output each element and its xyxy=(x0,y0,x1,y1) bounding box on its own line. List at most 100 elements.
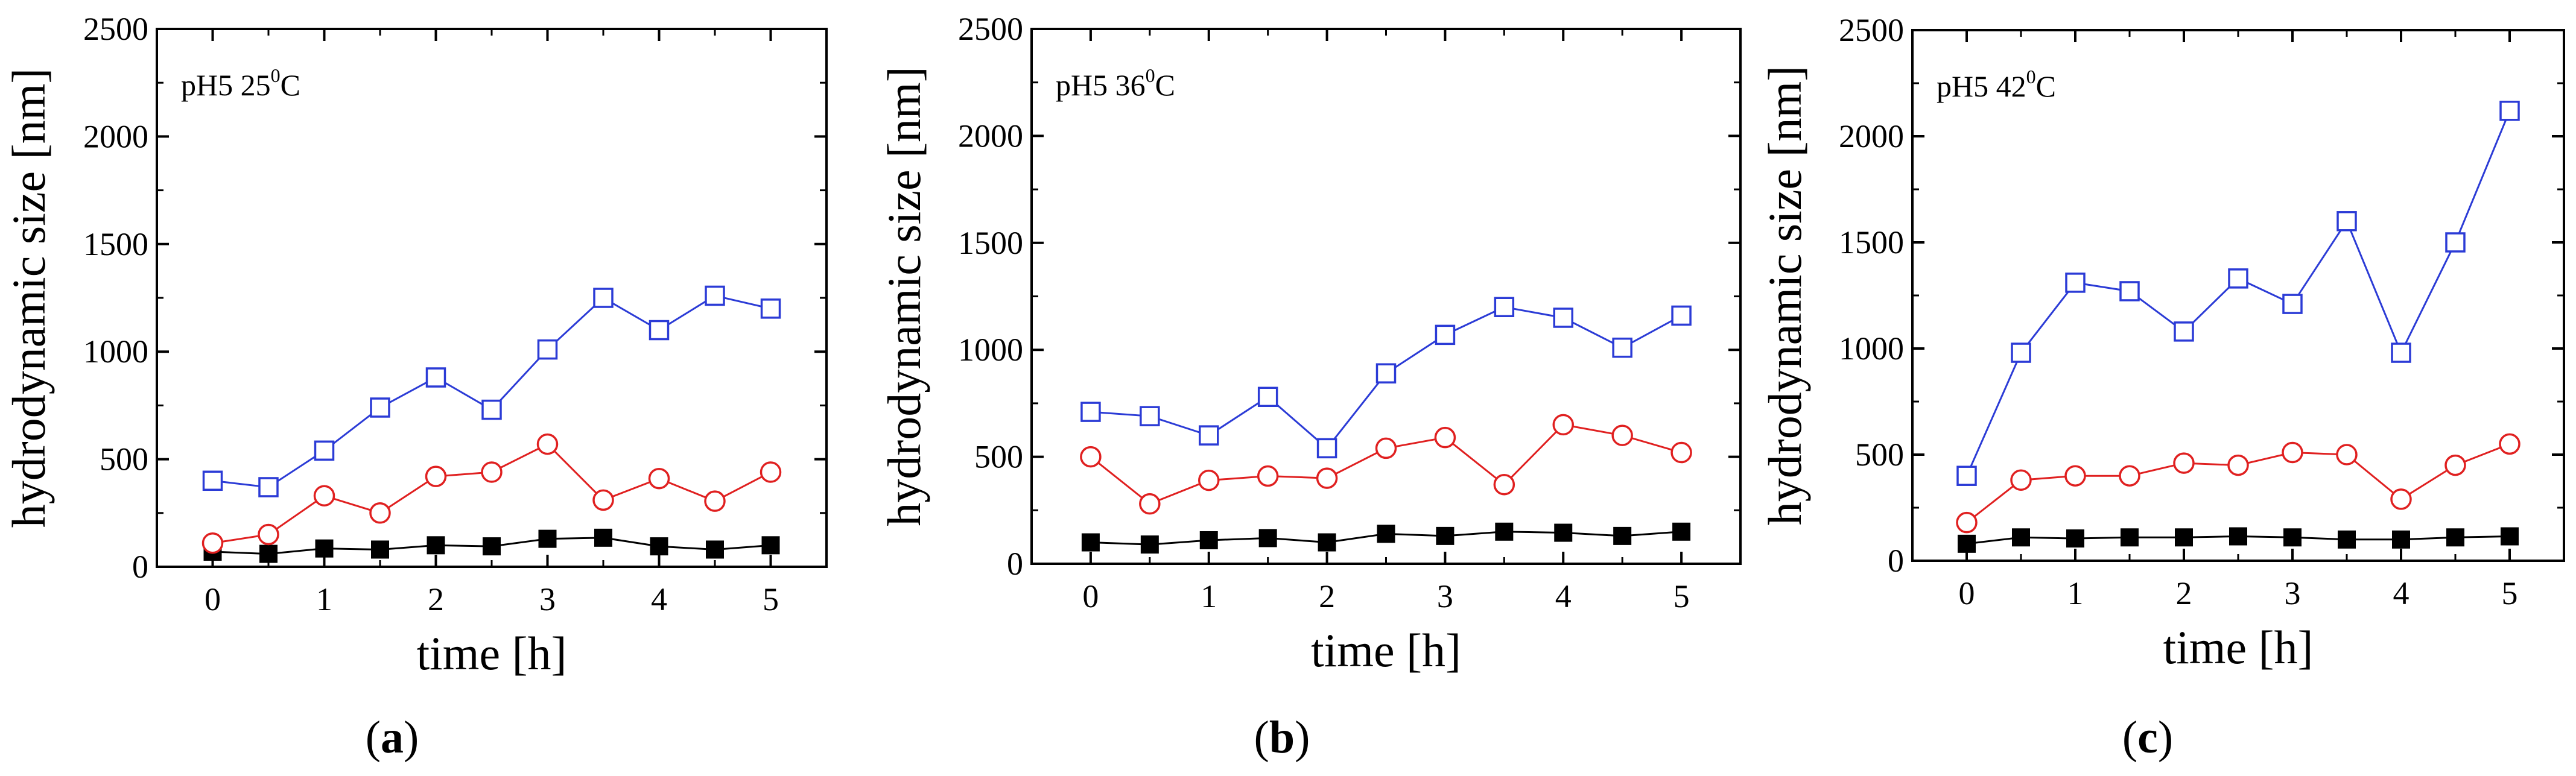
data-point-blue xyxy=(1612,337,1632,358)
panel-label: a xyxy=(381,712,404,763)
x-tick-label: 2 xyxy=(2176,575,2192,611)
panel-caption: (b) xyxy=(1254,712,1310,763)
y-tick-label: 500 xyxy=(100,441,148,478)
data-point-red xyxy=(1316,467,1338,489)
data-point-blue xyxy=(425,367,446,388)
data-point-black xyxy=(538,529,557,548)
x-tick-label: 0 xyxy=(1082,578,1099,614)
data-point-blue xyxy=(1140,406,1160,426)
data-point-black xyxy=(1436,526,1455,545)
panel-label: c xyxy=(2137,712,2158,763)
data-point-black xyxy=(2012,528,2030,547)
data-point-blue xyxy=(593,288,614,308)
annotation-prefix: pH5 36 xyxy=(1056,68,1146,102)
data-point-black xyxy=(706,540,724,559)
data-point-blue xyxy=(2065,273,2086,293)
data-point-blue xyxy=(258,477,279,497)
x-tick-label: 1 xyxy=(2067,575,2084,611)
data-point-red xyxy=(481,461,503,483)
x-tick-label: 0 xyxy=(205,581,221,617)
chart-panel-a: 0 500 1000 1500 2000 2500 0 1 2 3 4 5 time [h] hydrod… xyxy=(2,11,828,763)
data-point-black xyxy=(2446,528,2464,547)
y-tick-label: 1000 xyxy=(958,332,1023,368)
series-line-blue xyxy=(212,294,771,488)
chart-panel-c: 0 500 1000 1500 2000 2500 0 1 2 3 4 5 time [h] hydrod… xyxy=(1759,12,2565,763)
data-point-black xyxy=(371,540,389,559)
annotation-suffix: C xyxy=(1155,68,1175,102)
data-point-black xyxy=(2121,528,2139,547)
data-point-red xyxy=(1611,424,1633,446)
y-tick-label: 2500 xyxy=(83,11,148,47)
data-point-black xyxy=(1377,525,1395,543)
series-black xyxy=(1081,522,1691,554)
data-point-red xyxy=(592,489,614,511)
data-point-blue xyxy=(1494,297,1515,317)
data-point-black xyxy=(2066,529,2084,548)
y-tick-label: 2000 xyxy=(83,118,148,154)
data-point-blue xyxy=(537,339,558,360)
y-tick-label: 2000 xyxy=(958,118,1023,154)
data-point-red xyxy=(2173,452,2195,474)
panel-caption: (a) xyxy=(366,712,419,763)
data-point-black xyxy=(2338,530,2356,549)
data-point-blue xyxy=(2228,268,2248,289)
y-tick-label: 500 xyxy=(1855,437,1904,473)
plot-frame xyxy=(1911,29,2565,562)
y-tick-label: 1000 xyxy=(83,333,148,370)
data-point-red xyxy=(648,467,670,490)
data-point-black xyxy=(594,528,612,547)
annotation-prefix: pH5 42 xyxy=(1937,69,2026,103)
data-point-red xyxy=(2119,465,2140,487)
data-point-black xyxy=(1672,522,1691,541)
x-axis-label: time [h] xyxy=(2163,621,2313,673)
data-point-blue xyxy=(2119,281,2140,301)
data-point-blue xyxy=(2282,294,2303,314)
series-black xyxy=(203,528,780,563)
annotation-suffix: C xyxy=(281,68,300,102)
x-tick-label: 0 xyxy=(1959,575,1975,611)
annotation-superscript: 0 xyxy=(2026,66,2036,87)
x-axis-label: time [h] xyxy=(416,627,566,680)
series-blue xyxy=(1956,101,2520,486)
data-point-black xyxy=(1318,533,1336,552)
y-tick-label: 2500 xyxy=(1839,12,1904,48)
data-point-black xyxy=(761,536,780,555)
data-point-blue xyxy=(1956,465,1977,486)
y-tick-label: 1500 xyxy=(1839,224,1904,260)
data-point-black xyxy=(2501,527,2519,546)
data-point-blue xyxy=(2336,211,2357,232)
data-point-red xyxy=(2227,454,2249,476)
data-point-blue xyxy=(2174,321,2194,342)
series-blue xyxy=(202,285,781,497)
y-tick-label: 0 xyxy=(132,549,148,585)
data-point-red xyxy=(369,502,391,524)
y-tick-label: 0 xyxy=(1888,543,1904,579)
data-point-red xyxy=(1434,426,1456,449)
y-tick-label: 500 xyxy=(974,439,1023,475)
data-point-red xyxy=(2444,454,2466,476)
data-point-black xyxy=(483,537,501,556)
data-point-blue xyxy=(481,399,502,420)
data-point-red xyxy=(1139,493,1161,515)
panel-label: b xyxy=(1269,712,1295,763)
data-point-red xyxy=(2390,488,2412,510)
data-point-blue xyxy=(1080,402,1101,422)
y-axis-label: hydrodynamic size [nm] xyxy=(2,68,55,528)
data-point-red xyxy=(760,461,782,483)
data-point-blue xyxy=(2499,101,2520,121)
data-point-blue xyxy=(1199,425,1219,446)
data-point-black xyxy=(2229,527,2247,546)
x-tick-label: 4 xyxy=(2393,575,2409,611)
data-point-blue xyxy=(1375,363,1397,383)
data-point-blue xyxy=(1553,308,1573,328)
data-point-blue xyxy=(2445,232,2466,253)
data-point-black xyxy=(1613,526,1632,545)
series-red xyxy=(1080,414,1692,515)
data-point-blue xyxy=(1435,324,1456,345)
data-point-blue xyxy=(1257,386,1278,408)
data-point-black xyxy=(650,537,668,556)
data-point-black xyxy=(427,536,445,555)
series-line-blue xyxy=(1965,110,2511,476)
data-point-black xyxy=(1495,522,1514,541)
data-point-red xyxy=(1257,465,1279,487)
